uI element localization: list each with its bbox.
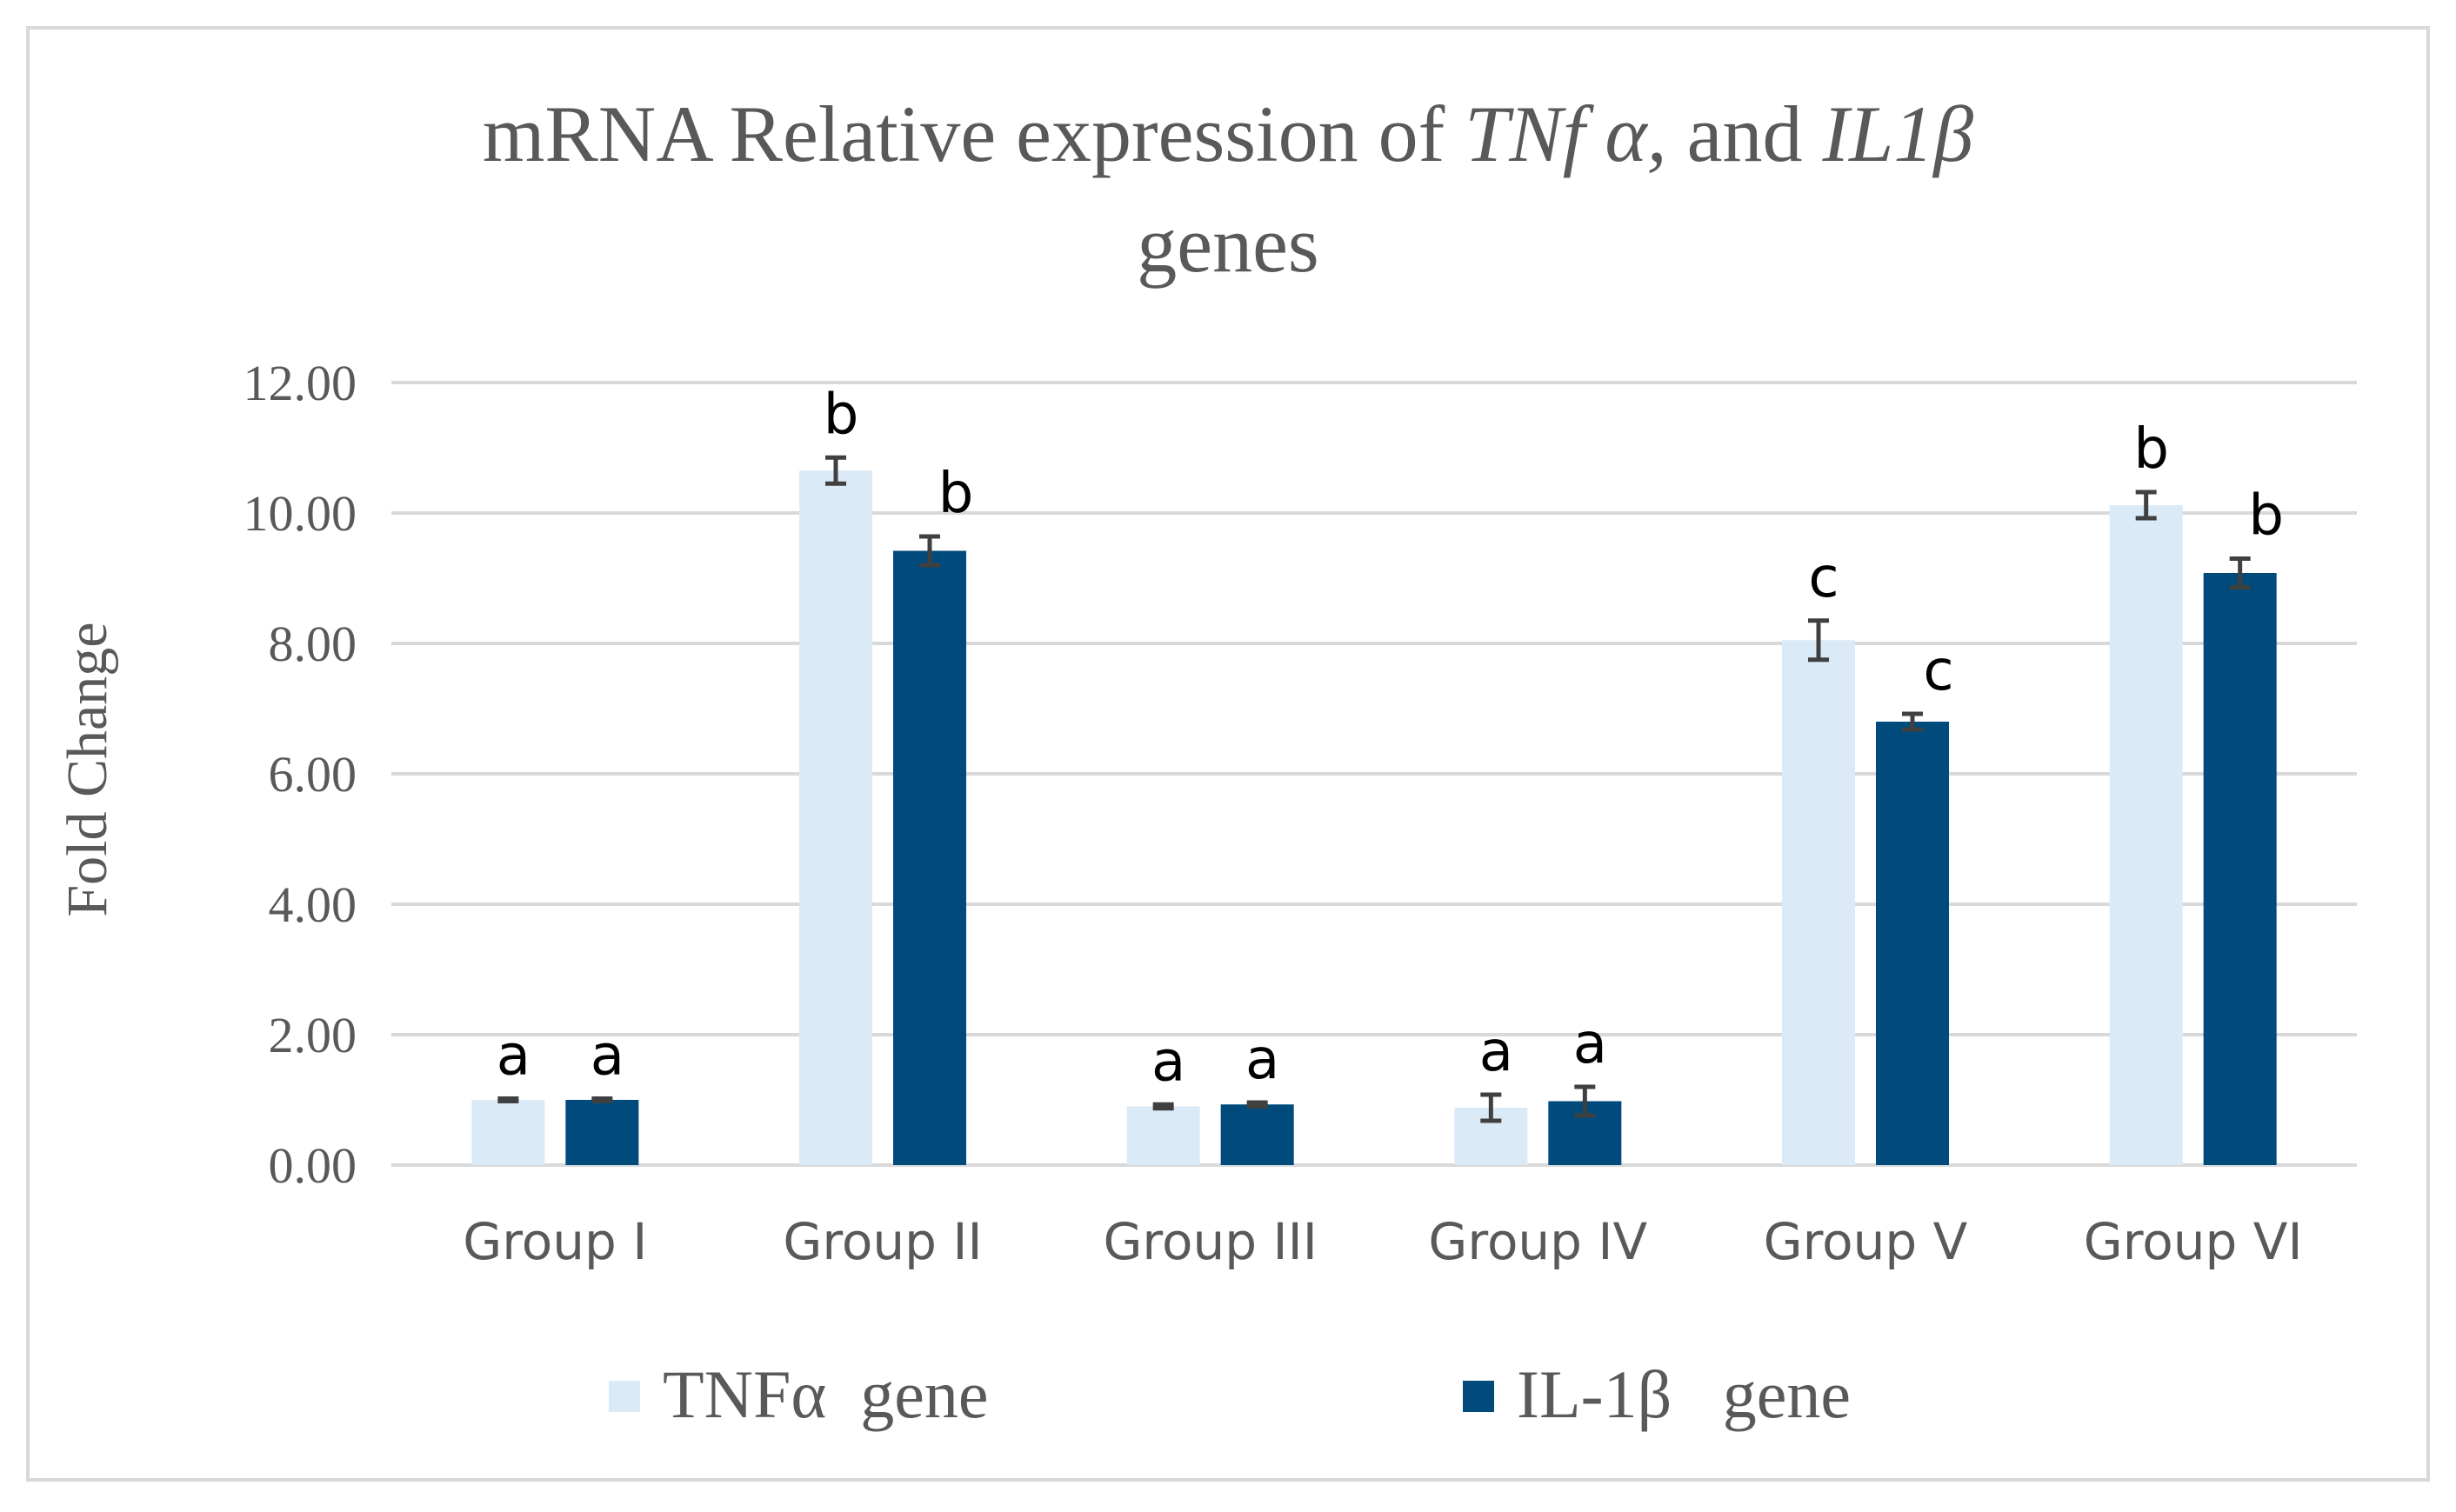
- significance-label: c: [1808, 546, 1839, 610]
- significance-label: b: [824, 383, 859, 447]
- bar-tnfa: [799, 470, 872, 1165]
- error-bar: [2229, 556, 2251, 589]
- bar-tnfa: [2109, 505, 2183, 1165]
- bar-il1b: [1876, 722, 1949, 1165]
- error-bar: [497, 1096, 519, 1103]
- significance-label: a: [591, 1024, 624, 1089]
- chart-frame: [26, 26, 2430, 1482]
- x-tick-label: Group VI: [2084, 1212, 2303, 1271]
- significance-label: a: [497, 1024, 531, 1089]
- y-tick-label: 12.00: [244, 355, 357, 411]
- legend-label: IL-1β gene: [1517, 1356, 1851, 1432]
- y-tick-label: 4.00: [269, 876, 357, 933]
- error-bars: [497, 455, 2251, 1123]
- legend-item: IL-1β gene: [1463, 1356, 1851, 1432]
- gridlines: [391, 381, 2357, 1167]
- legend-label: TNFα gene: [663, 1356, 988, 1432]
- y-axis-label: Fold Change: [56, 622, 119, 916]
- error-bar: [591, 1096, 613, 1103]
- chart-title-and: and: [1687, 90, 1803, 178]
- bar-tnfa: [471, 1100, 545, 1165]
- chart-title-line1: mRNA Relative expression of TNf α, and I…: [483, 90, 1973, 178]
- x-tick-label: Group V: [1764, 1212, 1968, 1271]
- y-tick-label: 10.00: [244, 485, 357, 542]
- y-tick-label: 0.00: [269, 1137, 357, 1194]
- error-bar: [825, 455, 846, 486]
- significance-label: b: [2133, 417, 2169, 482]
- y-tick-labels: 0.00 2.00 4.00 6.00 8.00 10.00 12.00: [244, 355, 357, 1194]
- x-tick-labels: Group I Group II Group III Group IV Group V G…: [463, 1212, 2302, 1271]
- significance-label: c: [1923, 639, 1953, 703]
- error-bar: [1480, 1092, 1502, 1123]
- chart-title-gene2: IL1β: [1822, 90, 1974, 178]
- bars: [471, 470, 2277, 1165]
- error-bar: [1574, 1084, 1596, 1118]
- error-bar: [919, 534, 940, 568]
- bar-tnfa: [1126, 1106, 1200, 1165]
- y-tick-label: 6.00: [269, 746, 357, 803]
- x-tick-label: Group II: [783, 1212, 982, 1271]
- significance-label: b: [938, 462, 974, 526]
- bar-il1b: [565, 1100, 639, 1165]
- error-bar: [1152, 1102, 1174, 1111]
- significance-label: b: [2248, 484, 2284, 549]
- chart-title-gene1: TNf α,: [1465, 90, 1666, 178]
- error-bar: [1246, 1100, 1268, 1109]
- error-bar: [1902, 711, 1923, 732]
- significance-label: a: [1479, 1020, 1513, 1084]
- chart-title-prefix: mRNA Relative expression of: [483, 90, 1445, 178]
- significance-label: a: [1245, 1028, 1279, 1092]
- legend-swatch: [609, 1381, 640, 1412]
- significance-label: a: [1573, 1012, 1607, 1076]
- legend: TNFα gene IL-1β gene: [609, 1356, 1851, 1432]
- y-tick-label: 2.00: [269, 1007, 357, 1063]
- error-bar: [2135, 490, 2157, 521]
- significance-label: a: [1151, 1029, 1185, 1094]
- legend-swatch: [1463, 1381, 1494, 1412]
- error-bar: [1808, 618, 1829, 663]
- x-tick-label: Group IV: [1428, 1212, 1647, 1271]
- bar-il1b: [2203, 573, 2277, 1165]
- legend-item: TNFα gene: [609, 1356, 988, 1432]
- bar-il1b: [893, 550, 966, 1165]
- x-tick-label: Group I: [463, 1212, 647, 1271]
- y-tick-label: 8.00: [269, 616, 357, 672]
- chart-title-line2: genes: [1137, 200, 1318, 289]
- x-tick-label: Group III: [1103, 1212, 1317, 1271]
- bar-tnfa: [1782, 640, 1855, 1165]
- bar-il1b: [1220, 1104, 1294, 1165]
